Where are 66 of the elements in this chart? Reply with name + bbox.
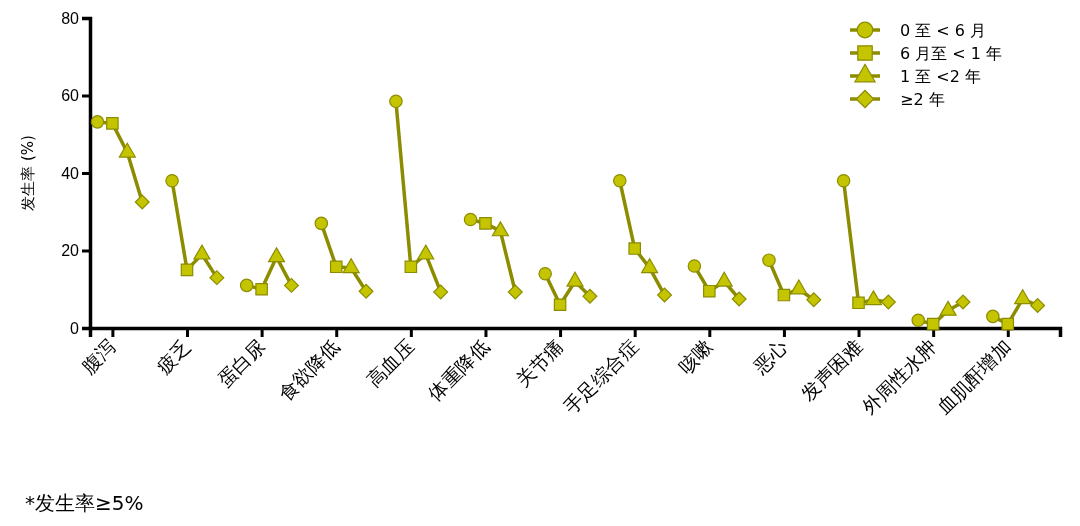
point <box>880 294 896 310</box>
point <box>762 253 776 267</box>
point <box>777 288 791 302</box>
x-tick-label: 体重降低 <box>424 335 493 405</box>
x-tick-label: 咳嗽 <box>674 335 717 378</box>
point <box>628 242 641 255</box>
point <box>314 216 329 231</box>
point <box>806 292 822 308</box>
legend-label: 1 至 <2 年 <box>900 67 982 86</box>
legend-label: ≥2 年 <box>900 90 945 109</box>
point <box>553 298 567 312</box>
y-tick-label: 20 <box>61 242 80 260</box>
point <box>134 194 150 210</box>
point <box>255 282 268 296</box>
point <box>90 115 105 129</box>
point <box>479 217 492 230</box>
point <box>165 173 179 188</box>
point <box>538 266 552 281</box>
point <box>955 294 971 310</box>
point <box>283 277 299 293</box>
point <box>852 296 865 310</box>
point <box>864 290 883 306</box>
point <box>911 313 926 328</box>
point <box>1030 298 1046 314</box>
legend-label: 6 月至 < 1 年 <box>900 44 1003 63</box>
point <box>612 173 627 188</box>
x-tick-label: 关节痛 <box>512 335 568 392</box>
point <box>1001 317 1015 331</box>
point <box>986 309 1000 324</box>
point <box>329 260 343 274</box>
y-tick-label: 80 <box>61 9 80 27</box>
point <box>491 221 509 237</box>
point <box>582 288 598 304</box>
point <box>389 94 403 109</box>
x-tick-label: 高血压 <box>363 335 419 392</box>
point <box>358 283 374 299</box>
point <box>657 287 673 303</box>
point <box>433 284 449 300</box>
point <box>463 212 478 227</box>
legend-label: 0 至 < 6 月 <box>900 21 987 40</box>
point <box>731 291 747 307</box>
y-axis-title: 发生率 (%) <box>19 135 37 211</box>
y-tick-label: 60 <box>61 87 80 105</box>
point <box>836 173 851 188</box>
point <box>267 247 286 263</box>
x-tick-label: 蛋白尿 <box>213 335 269 392</box>
y-tick-label: 40 <box>61 164 80 182</box>
text: *发生率≥5% <box>25 491 144 515</box>
x-tick-label: 恶心 <box>748 335 792 379</box>
point <box>404 260 418 274</box>
point <box>106 117 119 130</box>
point <box>239 278 254 293</box>
x-tick-label: 疲乏 <box>152 335 195 378</box>
point <box>342 258 360 274</box>
point <box>703 284 716 298</box>
point <box>507 284 523 300</box>
point <box>641 258 659 274</box>
point <box>926 317 940 331</box>
point <box>1014 289 1032 305</box>
point <box>687 259 702 273</box>
x-tick-label: 食欲降低 <box>274 335 344 405</box>
point <box>209 270 225 286</box>
x-tick-label: 腹泻 <box>77 335 120 378</box>
point <box>790 279 808 295</box>
y-tick-label: 0 <box>70 319 80 337</box>
point <box>180 263 194 277</box>
